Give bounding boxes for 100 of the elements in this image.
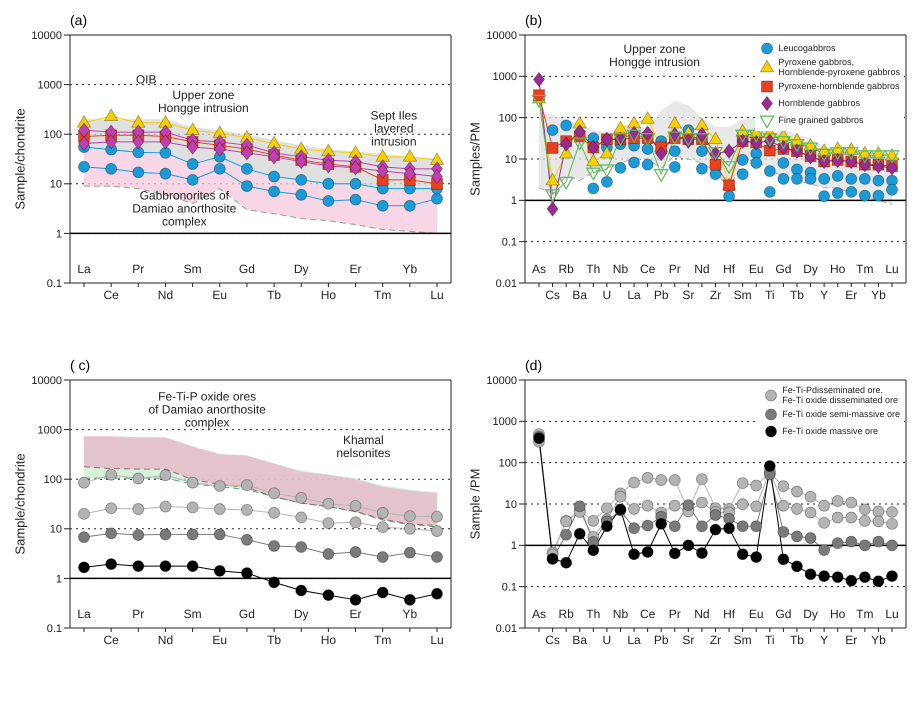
x-tick-label: Ti: [765, 633, 775, 647]
x-tick-label: Lu: [430, 288, 444, 302]
y-tick-label: 1000: [38, 80, 62, 92]
x-tick-label: Sm: [734, 633, 752, 647]
x-tick-label: Tb: [790, 633, 804, 647]
x-tick-label: Lu: [885, 607, 899, 621]
x-tick-label: Tm: [374, 288, 392, 302]
x-tick-label: Sm: [734, 288, 752, 302]
x-tick-label: Dy: [803, 262, 818, 276]
x-tick-label: U: [602, 633, 612, 647]
y-tick-label: 100: [498, 112, 517, 125]
legend-label: Fe-Ti oxide massive ore: [782, 426, 878, 436]
x-tick-label: Ho: [320, 633, 336, 647]
x-tick-label: Tm: [856, 607, 874, 621]
x-tick-label: Eu: [212, 288, 228, 302]
x-tick-label: Tb: [267, 633, 282, 647]
x-tick-label: Rb: [558, 607, 574, 621]
y-axis-title: Sample/chondrite: [12, 108, 28, 210]
x-tick-label: Ce: [640, 607, 656, 621]
x-tick-label: Yb: [402, 262, 418, 276]
y-tick-label: 1: [510, 195, 517, 208]
x-tick-label: Nd: [158, 288, 174, 302]
annotation: Khamal nelsonites: [335, 432, 392, 460]
x-tick-label: Lu: [885, 262, 899, 276]
x-tick-label: Sm: [184, 262, 202, 276]
x-tick-label: Pb: [654, 288, 669, 302]
x-tick-label: Yb: [871, 288, 886, 302]
y-tick-label: 10000: [31, 374, 62, 387]
x-tick-label: Gd: [238, 607, 255, 621]
y-tick-label: 100: [44, 129, 62, 142]
legend-label: Pyroxene-hornblende gabbros: [778, 81, 900, 91]
legend-label: Leucogabbros: [778, 43, 836, 53]
annotation: OIB: [136, 72, 157, 86]
x-tick-label: Ce: [103, 633, 120, 647]
x-tick-label: Sm: [184, 607, 202, 621]
x-tick-label: Y: [820, 633, 828, 647]
annotation: Sept Iles layered intrusion: [369, 108, 418, 149]
legend-label: Pyroxene gabbros, Hornblende-pyroxene gabbros: [778, 57, 900, 77]
x-tick-label: Er: [845, 633, 858, 647]
x-tick-label: Gd: [775, 607, 792, 621]
x-tick-label: Dy: [294, 607, 309, 621]
legend-label: Hornblende gabbros: [778, 98, 860, 108]
x-tick-label: Zr: [710, 288, 722, 302]
x-tick-label: Th: [586, 607, 600, 621]
annotation: Upper zone Hongge intrusion: [158, 88, 249, 115]
x-tick-label: As: [532, 262, 546, 276]
x-tick-label: Ce: [640, 262, 656, 276]
legend-label: Fine grained gabbros: [778, 115, 864, 125]
x-tick-label: Dy: [803, 607, 818, 621]
x-tick-label: Eu: [748, 607, 764, 621]
x-tick-label: Eu: [748, 262, 764, 276]
x-tick-label: Pr: [668, 262, 681, 276]
y-tick-label: 100: [44, 474, 62, 486]
x-tick-label: Th: [586, 262, 600, 276]
chart-title: (b): [525, 12, 542, 28]
y-tick-label: 100: [498, 458, 517, 470]
x-tick-label: Dy: [294, 262, 309, 276]
x-tick-label: Ho: [830, 262, 846, 276]
legend-label: Fe-Ti oxide semi-massive ore: [782, 409, 900, 419]
y-tick-label: 1000: [492, 416, 517, 428]
x-tick-label: Gd: [775, 262, 792, 276]
legend-label: Fe-Ti-Pdisseminated ore, Fe-Ti oxide disseminated ore: [782, 385, 898, 405]
x-tick-label: As: [532, 607, 546, 621]
x-tick-label: Pb: [654, 633, 669, 647]
y-tick-label: 1000: [38, 424, 62, 437]
y-axis-title: Samples/PM: [468, 122, 483, 196]
x-tick-label: La: [77, 262, 91, 276]
x-tick-label: Cs: [545, 288, 560, 302]
x-tick-label: Hf: [723, 262, 736, 276]
x-tick-label: Lu: [430, 633, 444, 647]
annotation: Upper zone Hongge intrusion: [609, 42, 700, 70]
x-tick-label: Ho: [320, 288, 336, 302]
x-tick-label: La: [627, 633, 642, 647]
y-tick-label: 0.1: [502, 582, 517, 594]
x-tick-label: Pr: [132, 607, 144, 621]
y-tick-label: 10000: [486, 30, 517, 42]
x-tick-label: Tb: [790, 288, 804, 302]
x-tick-label: La: [627, 288, 642, 302]
x-tick-label: Nd: [694, 607, 710, 621]
y-tick-label: 10: [50, 178, 62, 191]
x-tick-label: Tm: [856, 262, 874, 276]
annotation: Fe-Ti-P oxide ores of Damiao anorthosite complex: [148, 389, 266, 430]
x-tick-label: Eu: [212, 633, 228, 647]
y-tick-label: 10: [504, 498, 517, 511]
x-tick-label: Ba: [572, 633, 588, 647]
y-tick-label: 10: [50, 524, 62, 536]
x-tick-label: Rb: [558, 262, 574, 276]
x-tick-label: Ti: [765, 288, 775, 302]
y-tick-label: 0.01: [496, 278, 517, 290]
x-tick-label: Er: [845, 288, 858, 302]
y-tick-label: 0.1: [46, 278, 62, 290]
x-tick-label: Tb: [267, 288, 282, 302]
y-axis-title: Sample /PM: [468, 468, 483, 540]
y-tick-label: 10000: [486, 374, 517, 387]
x-tick-label: Tm: [374, 633, 392, 647]
annotation: Gabbronorites of Damiao anorthosite complex: [132, 188, 236, 228]
y-axis-title: Sample/chondrite: [12, 453, 28, 555]
x-tick-label: Ba: [572, 288, 588, 302]
x-tick-label: Nd: [694, 262, 710, 276]
x-tick-label: U: [602, 288, 612, 302]
